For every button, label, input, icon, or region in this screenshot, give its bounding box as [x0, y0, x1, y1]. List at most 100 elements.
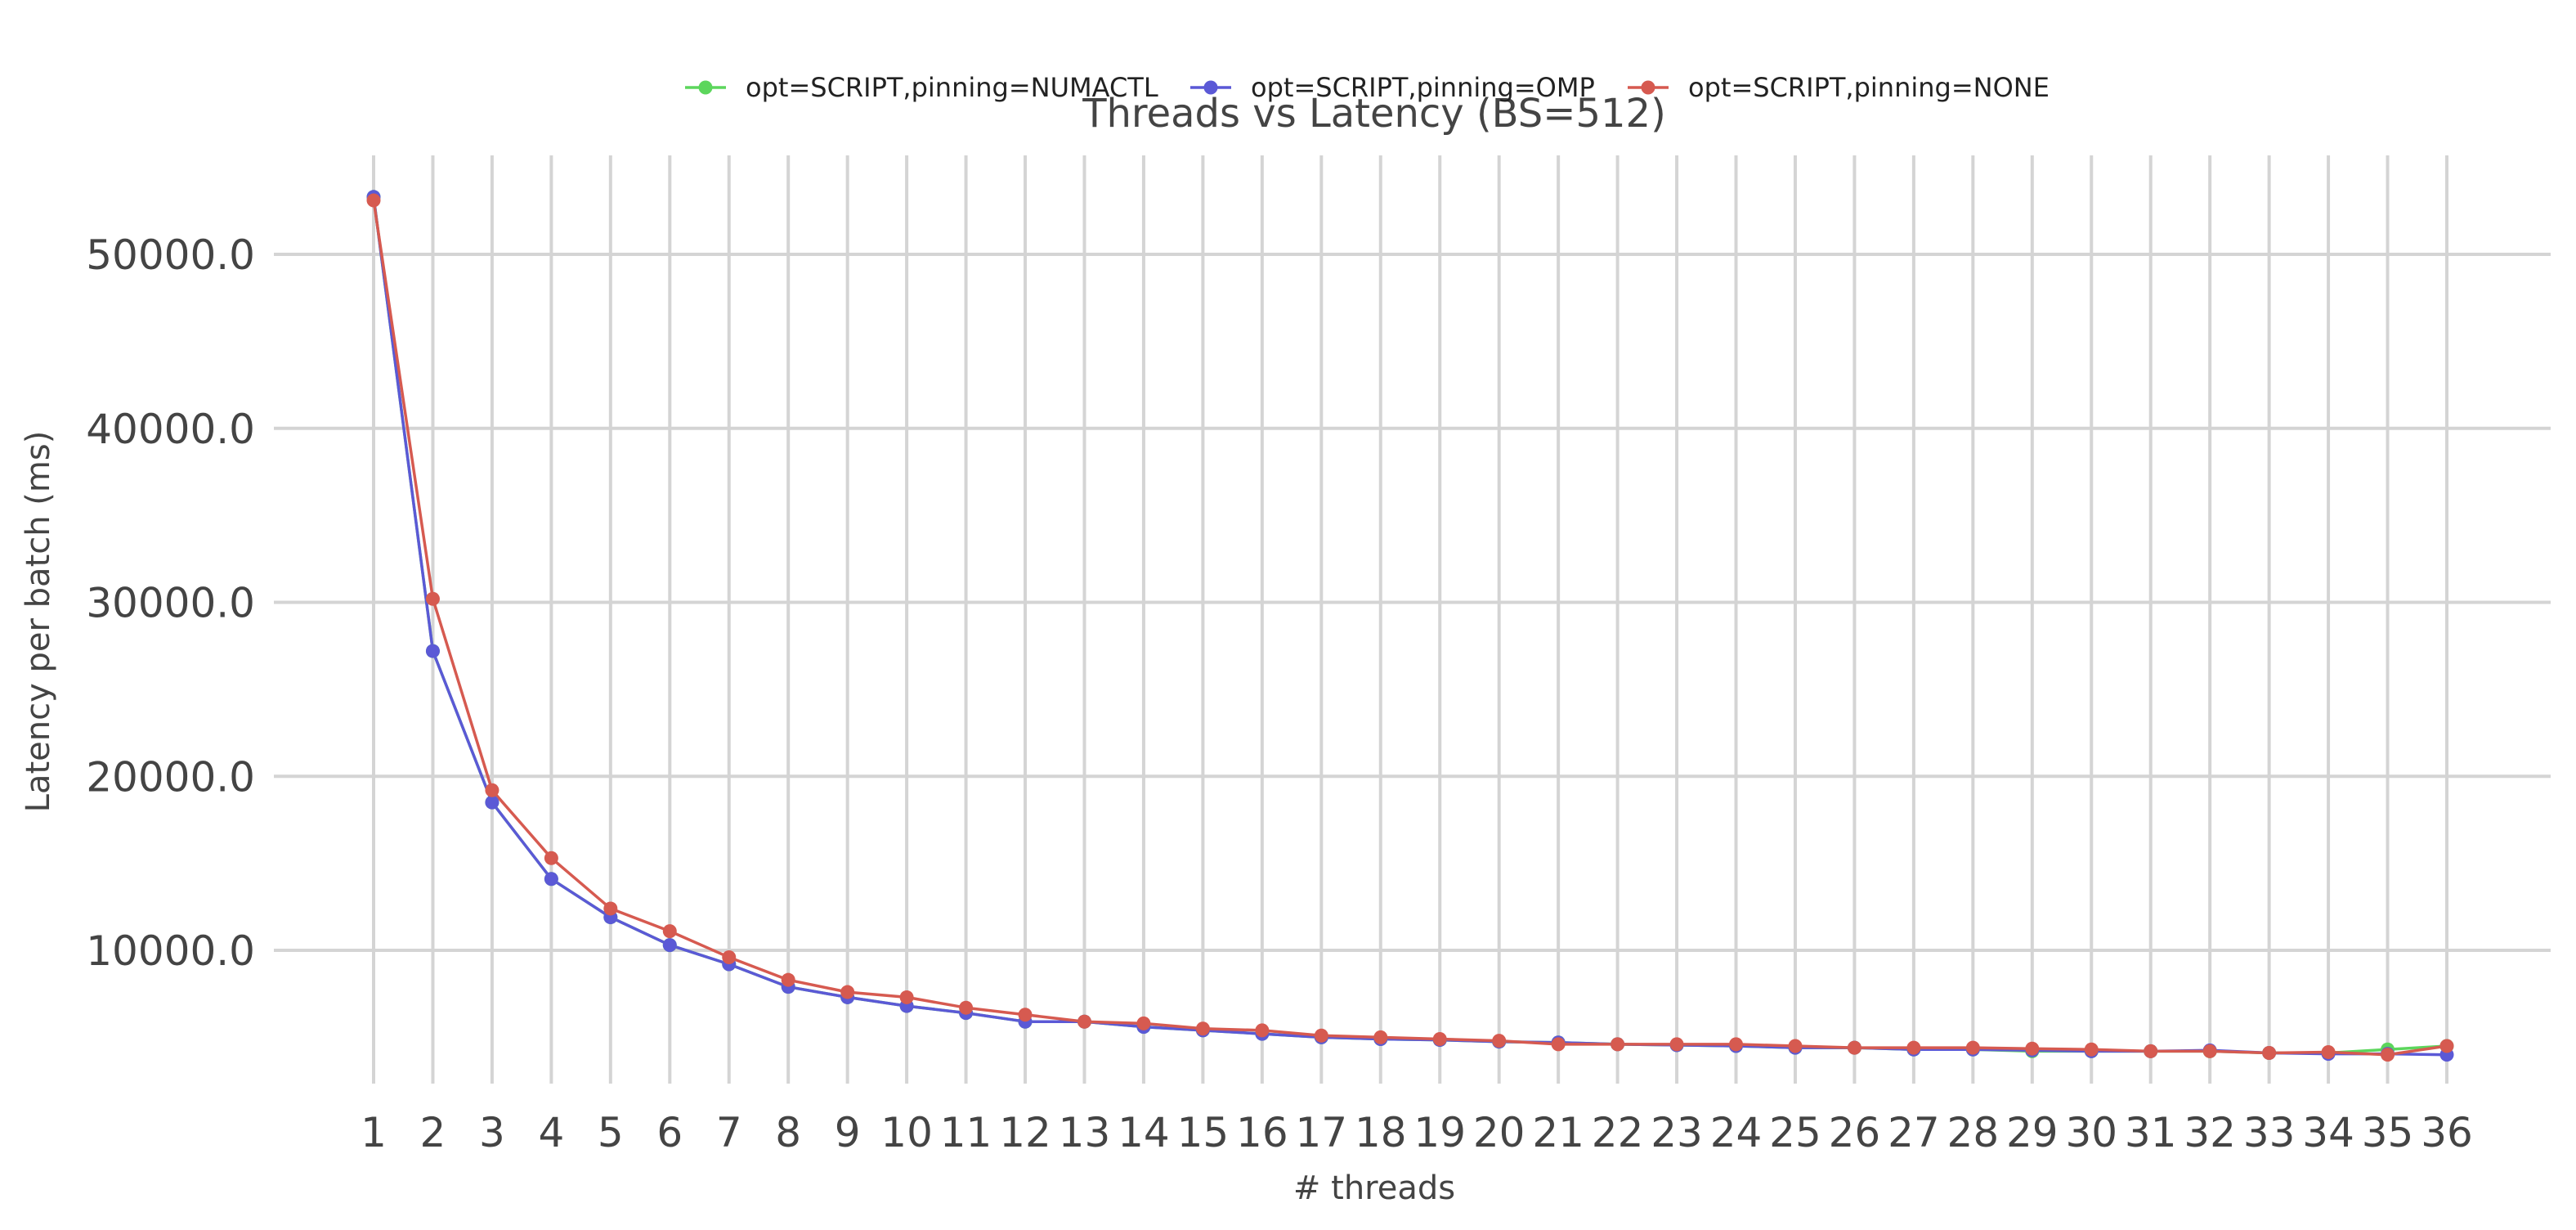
y-axis-title: Latency per batch (ms) — [20, 431, 57, 813]
x-tick-label: 11 — [940, 1109, 992, 1156]
x-tick-label: 29 — [2006, 1109, 2059, 1156]
x-tick-label: 33 — [2243, 1109, 2296, 1156]
x-tick-label: 34 — [2302, 1109, 2354, 1156]
series-3-point — [2381, 1048, 2395, 1062]
legend-marker — [1641, 80, 1655, 95]
legend-marker — [1203, 80, 1218, 95]
series-3-point — [1373, 1030, 1388, 1044]
series-points — [366, 190, 2454, 1062]
legend-marker — [698, 80, 713, 95]
x-tick-label: 19 — [1413, 1109, 1466, 1156]
x-tick-label: 24 — [1710, 1109, 1763, 1156]
x-tick-label: 2 — [420, 1109, 446, 1156]
x-tick-label: 27 — [1888, 1109, 1940, 1156]
series-3-point — [1077, 1014, 1091, 1029]
series-3-point — [1551, 1037, 1566, 1052]
series-3-point — [366, 193, 381, 208]
x-tick-label: 35 — [2362, 1109, 2414, 1156]
x-tick-label: 15 — [1177, 1109, 1230, 1156]
series-3-point — [603, 901, 618, 916]
series-3-point — [722, 950, 737, 965]
x-tick-label: 13 — [1059, 1109, 1111, 1156]
series-3-point — [1492, 1034, 1507, 1048]
y-tick-label: 40000.0 — [86, 406, 255, 453]
y-tick-label: 50000.0 — [86, 231, 255, 279]
legend-label: opt=SCRIPT,pinning=NONE — [1688, 72, 2050, 103]
x-tick-label: 4 — [538, 1109, 564, 1156]
series-3-point — [1965, 1040, 1980, 1055]
y-axis-ticks: 10000.0 20000.0 30000.0 40000.0 50000.0 — [86, 231, 255, 975]
x-tick-label: 12 — [999, 1109, 1051, 1156]
x-tick-label: 22 — [1592, 1109, 1644, 1156]
x-tick-label: 14 — [1118, 1109, 1170, 1156]
x-tick-label: 30 — [2065, 1109, 2117, 1156]
series-2-point — [544, 872, 558, 887]
series-3-point — [2439, 1039, 2454, 1053]
x-tick-label: 7 — [716, 1109, 742, 1156]
series-3-point — [485, 783, 500, 797]
series-3-point — [781, 972, 795, 987]
series-line-1 — [372, 196, 2448, 1055]
x-tick-label: 20 — [1473, 1109, 1525, 1156]
x-axis-title: # threads — [1293, 1169, 1455, 1207]
series-3-point — [1432, 1032, 1447, 1047]
series-3-point — [662, 924, 677, 939]
y-tick-label: 30000.0 — [86, 580, 255, 627]
x-tick-label: 5 — [598, 1109, 624, 1156]
series-3-point — [2262, 1046, 2277, 1061]
series-3-point — [544, 851, 558, 865]
series-3-point — [1255, 1023, 1270, 1038]
series-3-point — [2202, 1044, 2217, 1058]
legend-label: opt=SCRIPT,pinning=NUMACTL — [746, 72, 1158, 103]
series-3-point — [959, 1000, 974, 1015]
series-3-point — [1195, 1021, 1210, 1036]
series-3-point — [2321, 1044, 2336, 1059]
legend-item: opt=SCRIPT,pinning=OMP — [1190, 72, 1595, 103]
x-tick-label: 8 — [775, 1109, 801, 1156]
series-3-point — [2025, 1041, 2040, 1056]
series-3-point — [840, 985, 855, 999]
series-3-point — [899, 990, 914, 1004]
x-tick-label: 28 — [1947, 1109, 2000, 1156]
x-tick-label: 17 — [1296, 1109, 1348, 1156]
series-2-point — [485, 795, 500, 810]
x-tick-label: 23 — [1651, 1109, 1703, 1156]
series-3-point — [1611, 1037, 1625, 1052]
chart-title: Threads vs Latency (BS=512) — [1082, 91, 1666, 137]
series-3-point — [1906, 1040, 1921, 1055]
series-2-point — [425, 644, 440, 658]
series-3-point — [1018, 1008, 1033, 1022]
series-3-point — [1847, 1040, 1861, 1055]
x-tick-label: 25 — [1769, 1109, 1821, 1156]
x-tick-label: 1 — [361, 1109, 387, 1156]
x-tick-label: 21 — [1532, 1109, 1584, 1156]
x-tick-label: 9 — [835, 1109, 861, 1156]
legend-item: opt=SCRIPT,pinning=NUMACTL — [685, 72, 1158, 103]
series-lines — [372, 196, 2448, 1057]
x-tick-label: 3 — [479, 1109, 505, 1156]
x-tick-label: 18 — [1355, 1109, 1407, 1156]
series-3-point — [1729, 1037, 1744, 1052]
series-3-point — [1788, 1039, 1803, 1053]
x-tick-label: 32 — [2184, 1109, 2236, 1156]
x-tick-label: 36 — [2421, 1109, 2473, 1156]
series-line-2 — [372, 196, 2448, 1057]
series-3-point — [1314, 1028, 1328, 1043]
y-tick-label: 20000.0 — [86, 753, 255, 801]
legend: opt=SCRIPT,pinning=NUMACTL opt=SCRIPT,pin… — [685, 72, 2050, 103]
series-3-point — [1669, 1037, 1684, 1052]
series-3-point — [2144, 1044, 2158, 1058]
series-3-point — [2084, 1042, 2099, 1057]
legend-item: opt=SCRIPT,pinning=NONE — [1628, 72, 2050, 103]
y-tick-label: 10000.0 — [86, 927, 255, 975]
series-3-point — [1136, 1016, 1151, 1030]
x-axis-ticks: 1 2 3 4 5 6 7 8 9 10 11 12 13 14 15 16 17 18 19 20 21 22 23 24 2… — [361, 1109, 2473, 1156]
x-tick-label: 6 — [656, 1109, 683, 1156]
grid — [274, 155, 2551, 1084]
legend-label: opt=SCRIPT,pinning=OMP — [1251, 72, 1595, 103]
x-tick-label: 31 — [2125, 1109, 2177, 1156]
x-tick-label: 16 — [1236, 1109, 1288, 1156]
series-line-3 — [372, 200, 2448, 1057]
